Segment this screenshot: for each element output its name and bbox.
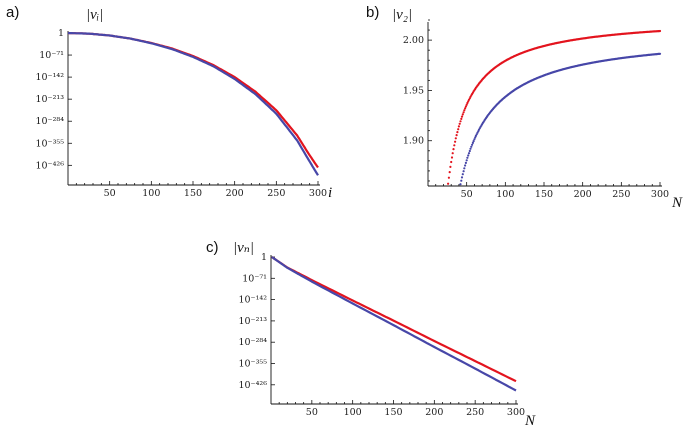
data-point-blue [472,140,475,143]
data-point-blue [466,156,469,159]
panel-b: b) |v₂| N 50 100 150 200 250 300 1.90 1.95 2.00 [366,4,683,211]
series-line-red [67,31,319,169]
data-point-red [455,134,458,137]
x-tick-label: 150 [384,407,402,418]
panel-c: c) |vₙ| N 50 100 150 200 250 300 1 10⁻⁷¹ 10⁻¹⁴² 10⁻²… [206,239,536,429]
data-point-red [658,29,662,33]
data-point-blue [459,183,462,186]
x-tick-label: 200 [425,407,443,418]
panel-letter: b) [366,4,379,21]
data-point-red [464,105,467,108]
data-point-blue [464,164,467,167]
y-tick-label: 10⁻⁷¹ [242,273,267,284]
data-point-red [447,176,450,179]
data-point-red [456,131,459,134]
data-point-red [457,125,460,128]
y-axis-label: |vₙ| [233,240,254,256]
data-point-red [462,111,465,114]
data-point-blue [467,152,471,155]
data-point-red [452,148,455,151]
data-point-red [448,171,451,174]
data-point-blue [465,159,468,162]
y-tick-label: 2.00 [403,35,424,46]
data-point-red [464,107,467,110]
data-point-blue [464,161,467,164]
x-tick-label: 300 [651,189,669,200]
data-point-blue [468,149,471,153]
y-tick-label: 10⁻¹⁴² [238,295,267,306]
data-point-red [454,140,457,143]
x-tick-label: 250 [466,407,484,418]
data-point-red [461,113,464,116]
data-point-red [465,103,468,106]
x-tick-label: 50 [104,188,116,199]
y-tick-label: 10⁻²¹³ [238,316,267,327]
data-point-blue [658,52,662,55]
panel-letter: a) [6,4,19,21]
data-point-blue [471,141,474,144]
series-line-blue [271,256,517,392]
data-point-red [453,144,456,147]
y-tick-label: 10⁻²⁸⁴ [35,116,64,127]
y-tick-label: 10⁻²¹³ [35,94,64,105]
y-axis-label: |vᵢ| [86,7,103,23]
data-point-blue [470,145,473,148]
data-point-red [459,120,462,123]
panel-a: a) |vᵢ| i 50 100 150 200 250 300 1 10⁻⁷¹ 10⁻¹⁴² 10⁻²… [6,4,332,201]
y-tick-label: 1 [261,252,267,263]
data-point-red [451,152,454,155]
x-tick-label: 200 [574,189,592,200]
data-point-blue [460,176,464,179]
x-axis-label: N [524,413,536,429]
data-point-red [457,128,460,131]
x-tick-label: 250 [612,189,630,200]
x-tick-label: 150 [535,189,553,200]
data-point-red [449,165,452,168]
data-point-blue [467,154,470,157]
data-point-red [447,182,450,185]
data-point-blue [463,167,466,170]
y-axis-label: |v₂| [392,7,412,23]
data-point-blue [471,143,474,146]
y-tick-label: 10⁻³⁵⁵ [238,359,267,370]
x-tick-label: 250 [267,188,285,199]
data-point-red [463,109,466,112]
x-tick-label: 50 [461,189,473,200]
y-tick-label: 1.90 [403,136,424,147]
series-line-red [271,256,517,383]
x-tick-label: 300 [507,407,525,418]
y-tick-label: 10⁻¹⁴² [35,72,64,83]
y-tick-label: 10⁻⁴²⁶ [238,380,267,391]
panel-letter: c) [206,239,219,256]
series-line-blue [67,31,319,176]
data-point-blue [469,147,472,150]
y-tick-label: 1 [58,28,64,39]
data-point-blue [460,179,463,182]
data-point-blue [473,138,476,141]
y-tick-label: 10⁻⁴²⁶ [35,160,64,171]
x-axis-label: i [328,185,332,201]
data-point-blue [462,170,465,173]
data-point-red [460,115,464,118]
x-tick-label: 100 [344,407,362,418]
data-point-red [450,160,453,164]
data-point-red [454,137,457,140]
y-tick-label: 10⁻²⁸⁴ [238,337,267,348]
x-tick-label: 50 [306,407,318,418]
x-tick-label: 150 [184,188,202,199]
y-tick-label: 1.95 [403,85,424,96]
x-tick-label: 100 [496,189,514,200]
x-axis-label: N [671,195,683,211]
x-tick-label: 300 [309,188,327,199]
x-tick-label: 200 [226,188,244,199]
data-point-red [460,117,463,120]
data-point-blue [461,173,464,176]
y-tick-label: 10⁻³⁵⁵ [35,138,64,149]
data-point-red [450,156,454,159]
x-tick-label: 100 [142,188,160,199]
y-tick-label: 10⁻⁷¹ [39,50,64,61]
data-point-red [458,122,461,125]
